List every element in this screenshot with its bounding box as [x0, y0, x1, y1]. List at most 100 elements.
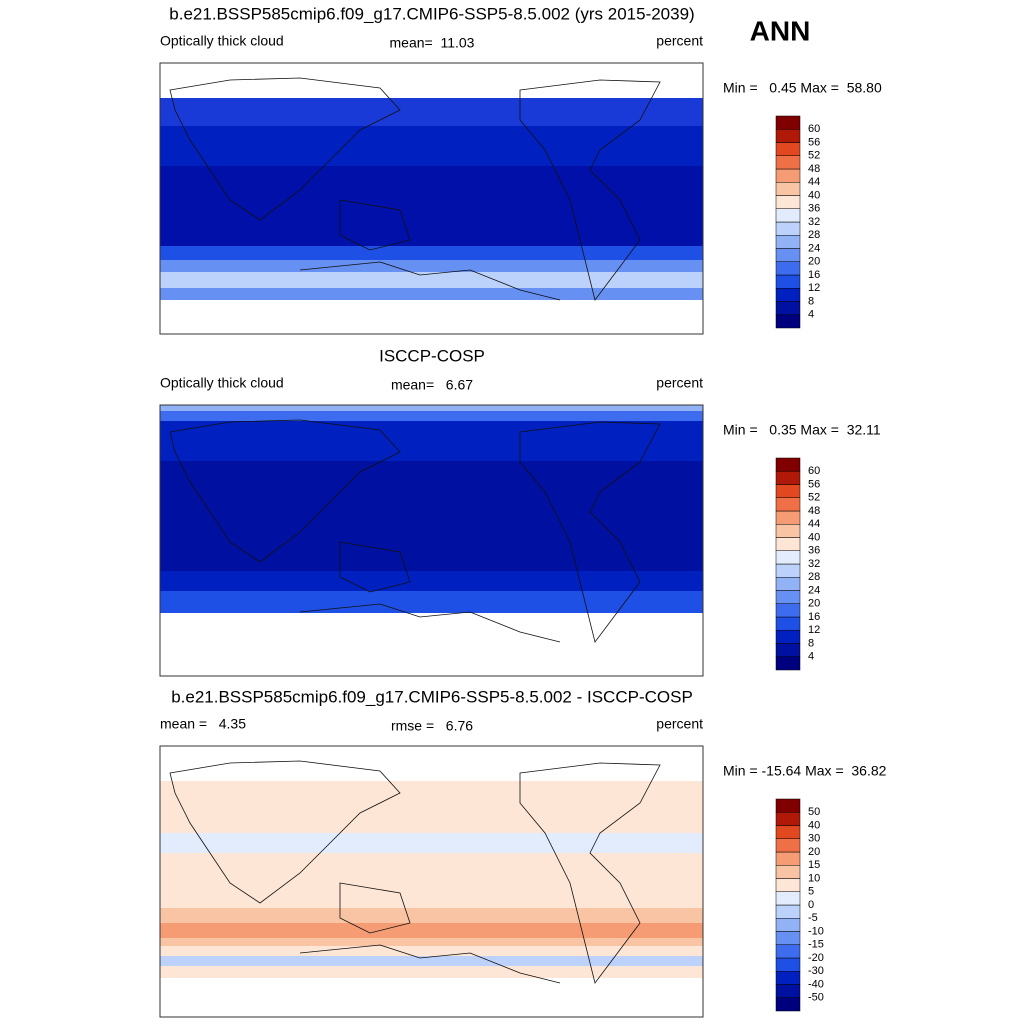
colorbar-label: 12	[808, 624, 820, 636]
colorbar-box	[775, 563, 801, 578]
colorbar-box	[775, 471, 801, 485]
colorbar-label: 52	[808, 150, 820, 162]
colorbar-box	[775, 168, 801, 183]
colorbar-label: -15	[808, 939, 824, 951]
colorbar-label: 60	[808, 465, 820, 477]
colorbar-label: 48	[808, 505, 820, 517]
colorbar-box	[775, 142, 801, 156]
colorbar-label: -5	[808, 912, 818, 924]
min-max-label: Min = 0.35 Max = 32.11	[723, 422, 881, 438]
colorbar-box	[775, 510, 801, 525]
left-label: mean = 4.35	[160, 716, 246, 732]
colorbar-box	[775, 301, 801, 315]
colorbar-box	[775, 984, 801, 998]
center-label: mean= 11.03	[390, 35, 475, 51]
colorbar-label: -20	[808, 952, 824, 964]
colorbar-box	[775, 497, 801, 512]
map-band	[160, 938, 703, 946]
colorbar-box	[775, 891, 801, 906]
map-band	[160, 591, 703, 613]
colorbar-box	[775, 643, 801, 657]
colorbar-box	[775, 997, 801, 1012]
left-label: Optically thick cloud	[160, 375, 284, 391]
colorbar-box	[775, 182, 801, 196]
colorbar-label: 50	[808, 806, 820, 818]
map-band	[160, 946, 703, 956]
map-band	[160, 571, 703, 591]
colorbar-box	[775, 825, 801, 839]
colorbar-label: 40	[808, 189, 820, 201]
map-band	[160, 166, 703, 246]
map-band	[160, 781, 703, 833]
colorbar-box	[775, 590, 801, 604]
map-band	[160, 923, 703, 938]
colorbar-box	[775, 115, 801, 130]
colorbar-box	[775, 314, 801, 329]
map-band	[160, 461, 703, 571]
colorbar-label: 32	[808, 216, 820, 228]
colorbar-box	[775, 537, 801, 551]
colorbar-label: 60	[808, 123, 820, 135]
coastline	[169, 760, 661, 984]
coastline	[169, 77, 661, 301]
colorbar-box	[775, 656, 801, 671]
colorbar-box	[775, 838, 801, 853]
coastline	[169, 419, 661, 643]
colorbar-label: -10	[808, 925, 824, 937]
colorbar-label: 32	[808, 558, 820, 570]
map-frame	[159, 745, 704, 1018]
colorbar-box	[775, 918, 801, 932]
units-label: percent	[656, 375, 703, 391]
colorbar-box	[775, 630, 801, 644]
colorbar-label: 24	[808, 242, 820, 254]
colorbar-label: 4	[808, 309, 814, 321]
colorbar-box	[775, 261, 801, 276]
colorbar-box	[775, 944, 801, 959]
map-band	[160, 966, 703, 978]
colorbar-label: 52	[808, 492, 820, 504]
colorbar-box	[775, 878, 801, 892]
map-band	[160, 272, 703, 288]
colorbar-label: 16	[808, 611, 820, 623]
min-max-label: Min = -15.64 Max = 36.82	[723, 763, 887, 779]
colorbar-label: 44	[808, 176, 820, 188]
colorbar-label: 28	[808, 229, 820, 241]
map-band	[160, 853, 703, 908]
colorbar-label: 30	[808, 833, 820, 845]
season-label: ANN	[750, 15, 811, 46]
colorbar-box	[775, 129, 801, 143]
map-band	[160, 260, 703, 272]
colorbar-label: 20	[808, 256, 820, 268]
colorbar-box	[775, 208, 801, 223]
colorbar-label: 36	[808, 203, 820, 215]
colorbar-label: 44	[808, 518, 820, 530]
colorbar-box	[775, 851, 801, 866]
colorbar-box	[775, 288, 801, 302]
panel-title: ISCCP-COSP	[379, 346, 485, 365]
colorbar-label: -30	[808, 965, 824, 977]
map-frame	[159, 404, 704, 677]
colorbar-label: 5	[808, 886, 814, 898]
colorbar-box	[775, 550, 801, 565]
left-label: Optically thick cloud	[160, 33, 284, 49]
colorbar-label: 28	[808, 571, 820, 583]
map-band	[160, 833, 703, 853]
colorbar-label: -40	[808, 978, 824, 990]
center-label: mean= 6.67	[391, 377, 473, 393]
units-label: percent	[656, 716, 703, 732]
map-band	[160, 411, 703, 421]
colorbar-label: 10	[808, 872, 820, 884]
map-band	[160, 421, 703, 461]
colorbar-label: 40	[808, 819, 820, 831]
colorbar-label: -50	[808, 992, 824, 1004]
colorbar-label: 16	[808, 269, 820, 281]
map-band	[160, 288, 703, 300]
colorbar-label: 36	[808, 545, 820, 557]
colorbar-label: 8	[808, 295, 814, 307]
panel-title: b.e21.BSSP585cmip6.f09_g17.CMIP6-SSP5-8.…	[169, 4, 694, 23]
colorbar-label: 20	[808, 598, 820, 610]
colorbar-box	[775, 221, 801, 236]
colorbar-label: 8	[808, 637, 814, 649]
colorbar-label: 20	[808, 846, 820, 858]
